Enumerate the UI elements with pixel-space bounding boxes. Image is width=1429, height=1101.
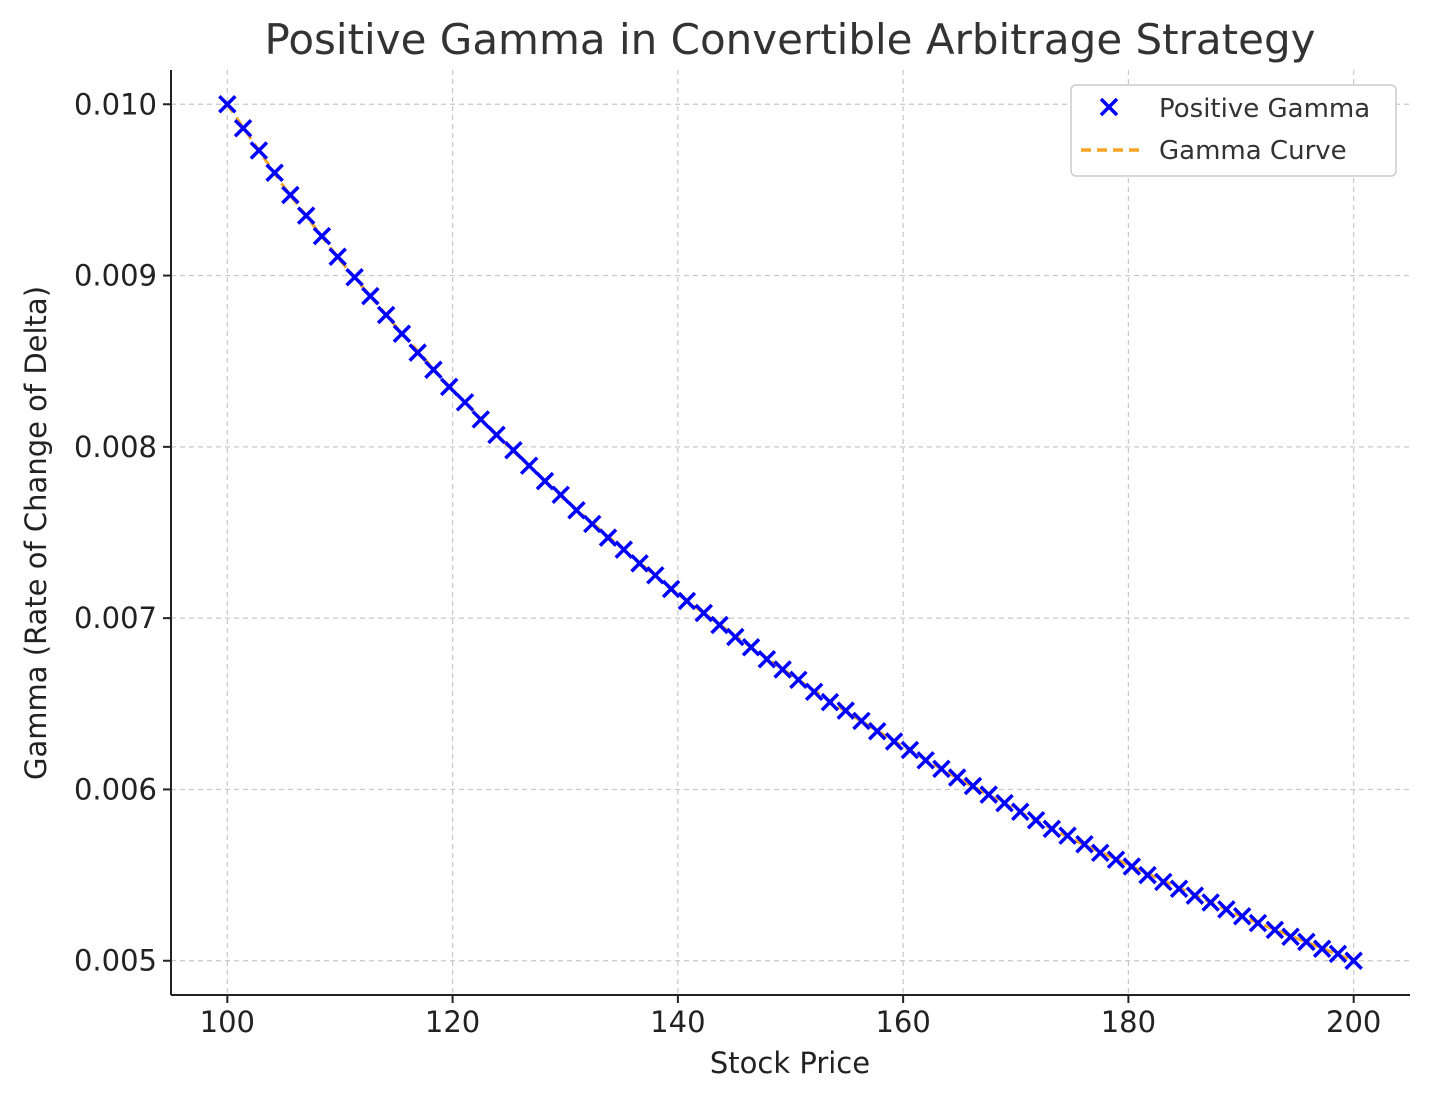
positive-gamma-point (1217, 900, 1236, 919)
x-ticks: 100 120 140 160 180 200 (200, 995, 1381, 1039)
positive-gamma-point (661, 579, 681, 599)
positive-gamma-point (820, 692, 840, 712)
positive-gamma-point (345, 268, 364, 287)
positive-gamma-point (392, 324, 412, 344)
x-tick-label: 100 (200, 1005, 255, 1039)
positive-gamma-point (1122, 857, 1142, 876)
positive-gamma-point (1312, 939, 1332, 958)
x-tick-label: 180 (1101, 1005, 1156, 1039)
chart-title: Positive Gamma in Convertible Arbitrage … (265, 15, 1316, 64)
positive-gamma-point (487, 425, 506, 445)
positive-gamma-point (361, 286, 380, 306)
legend-label-gamma-curve: Gamma Curve (1159, 136, 1347, 166)
positive-gamma-point (726, 627, 745, 647)
positive-gamma-point (312, 226, 332, 246)
positive-gamma-point (1297, 932, 1316, 952)
legend-label-positive-gamma: Positive Gamma (1159, 94, 1370, 124)
positive-gamma-point (614, 540, 634, 559)
y-ticks: 0.005 0.006 0.007 0.008 0.009 0.010 (74, 87, 171, 978)
positive-gamma-point (947, 768, 967, 787)
positive-gamma-point (328, 247, 347, 266)
x-tick-label: 160 (875, 1005, 930, 1039)
positive-gamma-point (852, 711, 871, 731)
positive-gamma-point (1169, 879, 1189, 899)
positive-gamma-point (789, 670, 808, 690)
gamma-curve-line (226, 103, 1355, 963)
x-tick-label: 200 (1326, 1005, 1381, 1039)
positive-gamma-point (455, 393, 475, 412)
positive-gamma-point (677, 591, 697, 611)
x-tick-label: 120 (425, 1005, 480, 1039)
positive-gamma-point (233, 119, 253, 138)
positive-gamma-point (376, 305, 396, 325)
positive-gamma-point (804, 682, 824, 702)
positive-gamma-point (694, 603, 714, 623)
positive-gamma-point (281, 185, 300, 205)
legend-marker-positive-gamma (1099, 97, 1119, 117)
positive-gamma-point (646, 566, 665, 585)
positive-gamma-point (504, 441, 523, 460)
positive-gamma-point (1265, 920, 1285, 940)
positive-gamma-point (1328, 944, 1348, 964)
positive-gamma-point (1154, 872, 1173, 892)
positive-gamma-point (408, 343, 427, 362)
positive-gamma-point (567, 500, 586, 520)
positive-gamma-point (1058, 826, 1077, 845)
positive-gamma-point (932, 759, 951, 779)
positive-gamma-point (296, 206, 316, 225)
positive-gamma-point (1075, 835, 1094, 854)
x-axis-label: Stock Price (710, 1046, 870, 1080)
legend-box (1070, 84, 1397, 177)
positive-gamma-point (424, 360, 443, 380)
positive-gamma-point (1185, 886, 1205, 905)
positive-gamma-point (1138, 865, 1157, 885)
positive-gamma-point (884, 732, 904, 751)
positive-gamma-point (900, 740, 920, 760)
positive-gamma-point (1011, 802, 1030, 821)
positive-gamma-point (741, 638, 761, 657)
positive-gamma-point (1106, 850, 1126, 869)
positive-gamma-point (710, 615, 729, 635)
y-tick-label: 0.009 (74, 259, 157, 293)
positive-gamma-point (598, 528, 618, 547)
positive-gamma-point (218, 95, 237, 114)
legend: Positive Gamma Gamma Curve (1070, 84, 1397, 177)
positive-gamma-point (583, 514, 602, 534)
plot-area (218, 95, 1363, 970)
positive-gamma-point (1201, 893, 1220, 912)
positive-gamma-point (1281, 927, 1300, 946)
positive-gamma-point (867, 721, 887, 741)
positive-gamma-point (1026, 811, 1046, 830)
grid (171, 70, 1410, 995)
y-tick-label: 0.005 (74, 944, 157, 978)
positive-gamma-point (836, 701, 855, 720)
positive-gamma-point (551, 485, 570, 505)
y-axis-label: Gamma (Rate of Change of Delta) (19, 286, 53, 780)
positive-gamma-point (995, 793, 1014, 813)
positive-gamma-point (1248, 913, 1268, 933)
positive-gamma-point (249, 141, 269, 160)
positive-gamma-point (1232, 906, 1252, 926)
positive-gamma-point (1042, 819, 1062, 839)
positive-gamma-point (963, 776, 983, 796)
y-tick-label: 0.008 (74, 430, 157, 464)
positive-gamma-point (773, 660, 792, 679)
positive-gamma-point (439, 377, 459, 397)
x-tick-label: 140 (650, 1005, 705, 1039)
positive-gamma-point (916, 751, 935, 770)
y-tick-label: 0.006 (74, 772, 157, 806)
positive-gamma-point (265, 163, 284, 183)
positive-gamma-point (757, 650, 777, 669)
positive-gamma-point (979, 785, 998, 804)
positive-gamma-point (630, 554, 649, 573)
y-tick-label: 0.007 (74, 601, 157, 635)
positive-gamma-point (535, 471, 555, 491)
positive-gamma-point (471, 410, 490, 429)
positive-gamma-point (1091, 843, 1110, 863)
positive-gamma-point (1344, 951, 1363, 970)
y-tick-label: 0.010 (74, 87, 157, 121)
positive-gamma-point (519, 456, 539, 475)
